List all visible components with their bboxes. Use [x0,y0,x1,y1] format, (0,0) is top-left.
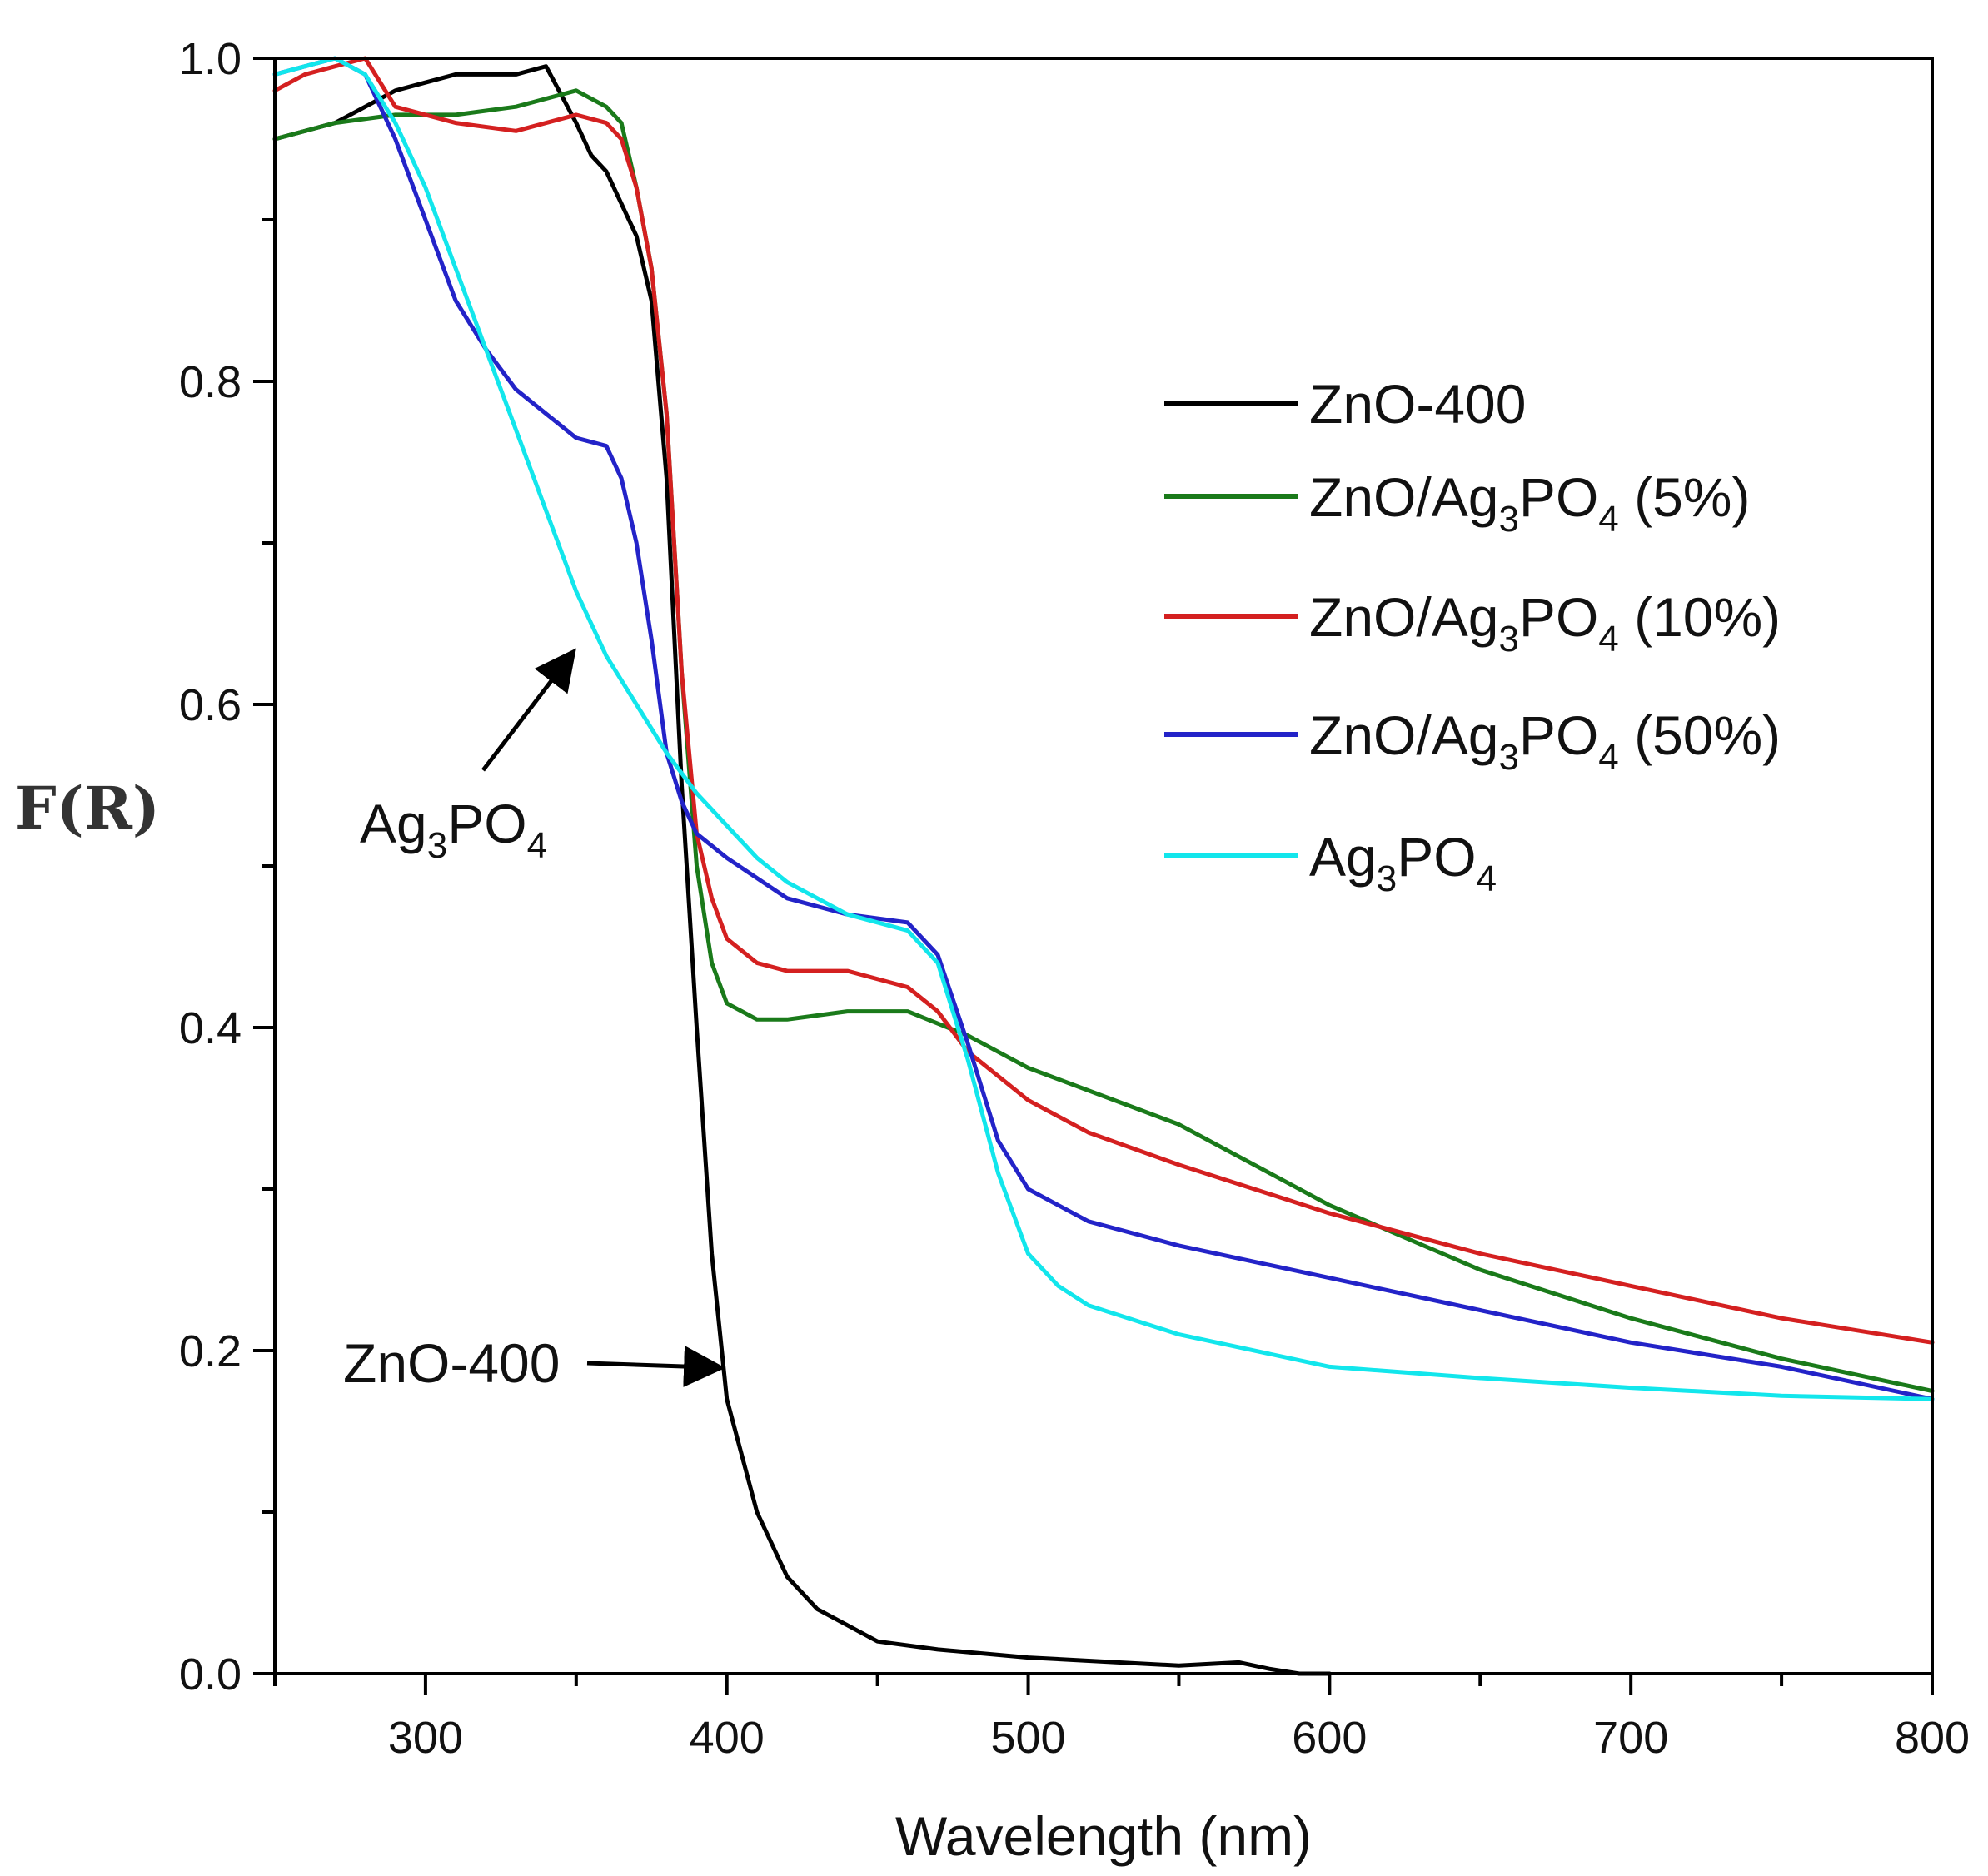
annotation-label-zno-400: ZnO-400 [343,1332,560,1394]
series-line-ag3po4 [272,56,1935,1401]
x-tick-label: 800 [1895,1713,1970,1763]
x-tick-label: 700 [1593,1713,1668,1763]
y-tick-label: 0.2 [179,1326,242,1376]
series-line-zno-ag3po4-5 [272,88,1935,1393]
y-tick-label: 1.0 [179,34,242,84]
series-layer [272,56,1935,1676]
ticks-layer: 300 400 500 600 700 800 0.0 0.2 0.4 0.6 0.8 1.0 [179,34,1970,1763]
series-line-zno-ag3po4-50 [272,56,1935,1401]
y-tick-label: 0.0 [179,1650,242,1699]
y-tick-label: 0.8 [179,357,242,407]
annotation-label-ag3po4: Ag3PO4 [360,793,547,866]
y-tick-label: 0.6 [179,680,242,730]
y-axis-title: F(R) [15,774,160,843]
x-tick-label: 500 [990,1713,1065,1763]
x-axis-title: Wavelength (nm) [895,1805,1312,1867]
annotation-arrow-ag3po4 [481,648,576,772]
legend-label-zno-ag3po4-5: ZnO/Ag3PO4 (5%) [1309,466,1750,540]
annotation-arrow-zno-400 [586,1346,726,1388]
legend: ZnO-400 ZnO/Ag3PO4 (5%) ZnO/Ag3PO4 (10%) Zn… [1164,373,1781,899]
x-tick-label: 300 [388,1713,463,1763]
plot-frame [273,57,1934,1675]
x-tick-label: 400 [690,1713,765,1763]
series-line-zno-ag3po4-10 [272,56,1935,1345]
y-tick-label: 0.4 [179,1003,242,1053]
legend-label-ag3po4: Ag3PO4 [1309,826,1497,899]
legend-label-zno-ag3po4-50: ZnO/Ag3PO4 (50%) [1309,704,1781,778]
legend-label-zno-ag3po4-10: ZnO/Ag3PO4 (10%) [1309,586,1781,659]
x-tick-label: 600 [1292,1713,1367,1763]
legend-label-zno-400: ZnO-400 [1309,373,1526,435]
annotations: Ag3PO4 ZnO-400 [343,648,726,1394]
series-line-zno-400 [272,64,1332,1676]
